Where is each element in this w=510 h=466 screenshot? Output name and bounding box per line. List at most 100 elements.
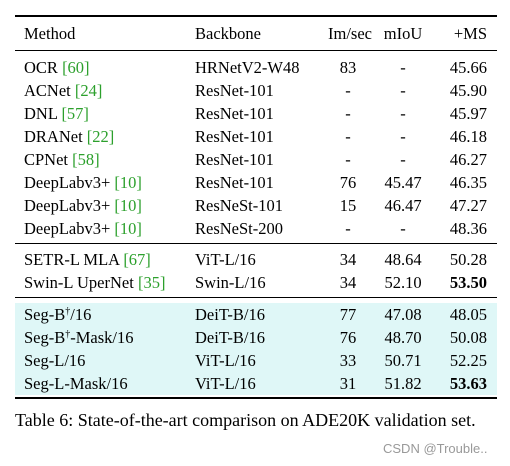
ims-cell: 34: [339, 250, 357, 269]
citation-link[interactable]: [24]: [74, 81, 103, 100]
table-row: DRANet [22] ResNet-101 - - 46.18: [15, 125, 497, 148]
backbone-cell: ResNet-101: [195, 81, 274, 100]
miou-cell: -: [400, 81, 406, 100]
citation-link[interactable]: [67]: [123, 250, 151, 269]
citation-link[interactable]: [22]: [86, 127, 115, 146]
ims-cell: -: [345, 81, 351, 100]
group-rule: [15, 297, 497, 298]
method-name: ACNet: [24, 81, 71, 100]
method-name: DRANet: [24, 127, 83, 146]
ims-cell: 31: [339, 374, 357, 393]
ms-cell: 46.27: [449, 150, 487, 169]
header-rule: [15, 50, 497, 51]
table-row: ACNet [24] ResNet-101 - - 45.90: [15, 79, 497, 102]
method-suffix: /16: [70, 305, 92, 324]
group-rule: [15, 243, 497, 244]
method-name: Seg-B: [24, 305, 66, 324]
ms-cell: 45.90: [449, 81, 487, 100]
table-row: Swin-L UperNet [35] Swin-L/16 34 52.10 5…: [15, 271, 497, 294]
ims-cell: -: [345, 150, 351, 169]
miou-cell: 46.47: [384, 196, 422, 215]
backbone-cell: ResNet-101: [195, 173, 274, 192]
table-row: Seg-B†-Mask/16 DeiT-B/16 76 48.70 50.08: [15, 326, 497, 349]
citation-link[interactable]: [10]: [114, 196, 142, 215]
ms-cell-best: 53.63: [449, 374, 487, 393]
ims-cell: 83: [339, 58, 357, 77]
table-row: OCR [60] HRNetV2-W48 83 - 45.66: [15, 56, 497, 79]
ims-cell: 76: [339, 173, 357, 192]
method-name: Seg-B: [24, 328, 66, 347]
method-name: DNL: [24, 104, 58, 123]
method-name: DeepLabv3+: [24, 219, 111, 238]
backbone-cell: ResNet-101: [195, 127, 274, 146]
miou-cell: -: [400, 127, 406, 146]
table-row: DNL [57] ResNet-101 - - 45.97: [15, 102, 497, 125]
method-name: OCR: [24, 58, 58, 77]
miou-cell: 52.10: [384, 273, 422, 292]
backbone-cell: Swin-L/16: [195, 273, 266, 292]
table-row: Seg-B†/16 DeiT-B/16 77 47.08 48.05: [15, 303, 497, 326]
miou-cell: -: [400, 219, 406, 238]
header-ims: Im/sec: [328, 24, 372, 43]
method-name: DeepLabv3+: [24, 196, 111, 215]
backbone-cell: HRNetV2-W48: [195, 58, 300, 77]
ims-cell: -: [345, 127, 351, 146]
header-row: Method Backbone Im/sec mIoU +MS: [15, 22, 497, 45]
table-row: Seg-L-Mask/16 ViT-L/16 31 51.82 53.63: [15, 372, 497, 395]
header-backbone: Backbone: [195, 24, 261, 43]
miou-cell: 47.08: [384, 305, 422, 324]
miou-cell: -: [400, 104, 406, 123]
citation-link[interactable]: [35]: [137, 273, 166, 292]
method-superscript: †: [65, 329, 71, 340]
method-name: Seg-L/16: [24, 351, 86, 370]
citation-link[interactable]: [60]: [62, 58, 90, 77]
citation-link[interactable]: [58]: [72, 150, 100, 169]
method-name: CPNet: [24, 150, 69, 169]
miou-cell: 50.71: [384, 351, 422, 370]
miou-cell: -: [400, 150, 406, 169]
method-name: Seg-L-Mask/16: [24, 374, 128, 393]
backbone-cell: DeiT-B/16: [195, 328, 265, 347]
ms-cell: 46.35: [449, 173, 487, 192]
miou-cell: 48.64: [384, 250, 422, 269]
miou-cell: 45.47: [384, 173, 422, 192]
miou-cell: 48.70: [384, 328, 422, 347]
header-miou: mIoU: [383, 24, 423, 43]
ms-cell-best: 53.50: [449, 273, 487, 292]
ms-cell: 48.36: [449, 219, 487, 238]
citation-link[interactable]: [57]: [61, 104, 89, 123]
backbone-cell: DeiT-B/16: [195, 305, 265, 324]
ims-cell: 77: [339, 305, 357, 324]
miou-cell: 51.82: [384, 374, 422, 393]
method-suffix: -Mask/16: [70, 328, 134, 347]
citation-link[interactable]: [10]: [114, 173, 142, 192]
backbone-cell: ViT-L/16: [195, 351, 256, 370]
table-row: DeepLabv3+ [10] ResNet-101 76 45.47 46.3…: [15, 171, 497, 194]
ims-cell: 33: [339, 351, 357, 370]
backbone-cell: ViT-L/16: [195, 250, 256, 269]
ims-cell: 76: [339, 328, 357, 347]
ms-cell: 48.05: [449, 305, 487, 324]
ms-cell: 52.25: [449, 351, 487, 370]
ms-cell: 50.28: [449, 250, 487, 269]
header-ms: +MS: [453, 24, 487, 43]
method-name: Swin-L UperNet: [24, 273, 134, 292]
method-name: DeepLabv3+: [24, 173, 111, 192]
backbone-cell: ResNet-101: [195, 104, 274, 123]
ms-cell: 45.66: [449, 58, 487, 77]
ims-cell: 34: [339, 273, 357, 292]
watermark: CSDN @Trouble..: [383, 441, 488, 456]
table-row: CPNet [58] ResNet-101 - - 46.27: [15, 148, 497, 171]
top-rule: [15, 15, 497, 17]
bottom-rule: [15, 397, 497, 399]
ms-cell: 50.08: [449, 328, 487, 347]
table-row: DeepLabv3+ [10] ResNeSt-101 15 46.47 47.…: [15, 194, 497, 217]
ims-cell: 15: [339, 196, 357, 215]
method-superscript: †: [65, 306, 71, 317]
table-caption: Table 6: State-of-the-art comparison on …: [15, 410, 476, 430]
citation-link[interactable]: [10]: [114, 219, 142, 238]
table-row: Seg-L/16 ViT-L/16 33 50.71 52.25: [15, 349, 497, 372]
miou-cell: -: [400, 58, 406, 77]
ms-cell: 47.27: [449, 196, 487, 215]
method-name: SETR-L MLA: [24, 250, 120, 269]
